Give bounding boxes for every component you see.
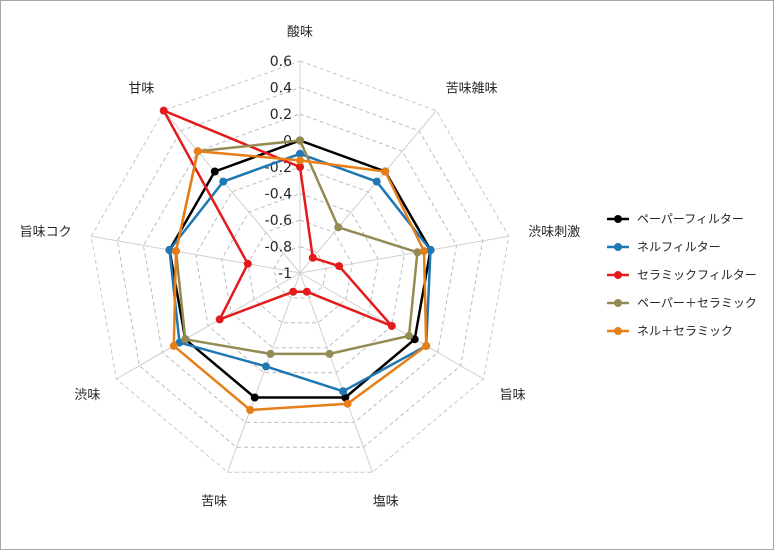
data-point: [289, 287, 298, 296]
legend: ペーパーフィルターネルフィルターセラミックフィルターペーパー＋セラミックネル＋セ…: [607, 212, 757, 338]
series-1: [165, 149, 435, 396]
data-point: [420, 247, 428, 256]
data-point: [172, 247, 180, 256]
data-point: [193, 147, 202, 156]
legend-label: ネル＋セラミック: [637, 324, 733, 338]
axis-label: 旨味コク: [20, 225, 72, 240]
tick-label: -0.4: [265, 187, 292, 203]
series-4: [169, 147, 431, 414]
data-point: [339, 387, 348, 396]
data-point: [325, 349, 334, 358]
data-point: [381, 167, 390, 176]
tick-label: -0.8: [265, 240, 292, 256]
data-point: [296, 149, 304, 158]
grid-ring: [273, 245, 327, 299]
tick-label: -0.6: [265, 213, 292, 229]
axis-spoke: [116, 272, 301, 380]
data-point: [266, 349, 275, 358]
data-point: [296, 156, 304, 165]
legend-item: ネル＋セラミック: [607, 324, 733, 338]
grid-ring: [116, 86, 484, 448]
data-point: [219, 177, 228, 186]
tick-label: 0.4: [270, 81, 292, 97]
data-point: [243, 259, 252, 268]
legend-marker: [614, 327, 622, 335]
axis-label: 渋味刺激: [528, 225, 580, 240]
axis-label: 渋味: [74, 388, 100, 403]
data-point: [262, 362, 270, 371]
data-point: [308, 253, 317, 262]
data-point: [246, 406, 255, 414]
axis-label: 苦味雑味: [446, 81, 498, 97]
grid-ring: [142, 113, 458, 423]
axis-spoke: [299, 110, 437, 274]
series-line: [172, 149, 428, 412]
axis-spoke: [227, 272, 301, 473]
tick-label: -1: [278, 266, 292, 282]
data-point: [422, 341, 431, 350]
data-point: [215, 315, 224, 324]
data-point: [250, 393, 259, 402]
legend-item: ペーパーフィルター: [607, 212, 744, 226]
radial-tick-labels: 0.60.40.20-0.2-0.4-0.6-0.8-1: [265, 54, 292, 282]
data-point: [302, 287, 311, 296]
data-point: [405, 331, 413, 340]
legend-label: ペーパー＋セラミック: [637, 296, 757, 310]
data-point: [169, 341, 178, 350]
legend-marker: [614, 271, 622, 279]
data-point: [335, 262, 344, 271]
axis-label: 旨味: [500, 388, 526, 403]
legend-marker: [614, 243, 622, 251]
grid-ring: [90, 60, 510, 473]
data-point: [181, 335, 190, 344]
legend-label: ネルフィルター: [637, 240, 721, 254]
series-line: [162, 109, 394, 328]
legend-label: ペーパーフィルター: [637, 212, 744, 226]
data-point: [343, 399, 352, 408]
axis-spoke: [91, 235, 301, 274]
axis-label: 塩味: [373, 494, 399, 509]
series-line: [168, 139, 432, 399]
axis-spoke: [299, 272, 373, 473]
legend-item: セラミックフィルター: [607, 268, 757, 282]
grid-ring: [221, 192, 379, 349]
legend-item: ペーパー＋セラミック: [607, 296, 757, 310]
data-point: [372, 177, 381, 186]
data-point: [334, 223, 343, 232]
data-point: [341, 393, 350, 402]
legend-label: セラミックフィルター: [637, 268, 757, 282]
axis-spoke: [163, 110, 301, 274]
tick-label: 0.6: [270, 54, 292, 70]
data-point: [426, 246, 435, 254]
axis-label: 苦味: [201, 493, 227, 509]
legend-marker: [614, 299, 622, 307]
data-point: [413, 248, 422, 257]
data-point: [210, 167, 219, 176]
tick-label: 0.2: [270, 107, 292, 123]
grid-ring: [195, 166, 405, 374]
grid-ring: [247, 219, 353, 324]
data-point: [159, 106, 168, 115]
axis-spoke: [299, 235, 509, 274]
series-line: [168, 152, 432, 393]
data-point: [387, 322, 396, 330]
axis-label: 甘味: [128, 82, 154, 97]
legend-marker: [614, 215, 622, 223]
series-2: [159, 106, 396, 330]
data-point: [296, 136, 304, 145]
series-layer: [159, 106, 435, 414]
legend-item: ネルフィルター: [607, 240, 721, 254]
axis-label: 酸味: [287, 25, 313, 40]
data-point: [296, 163, 304, 171]
data-point: [165, 246, 174, 254]
